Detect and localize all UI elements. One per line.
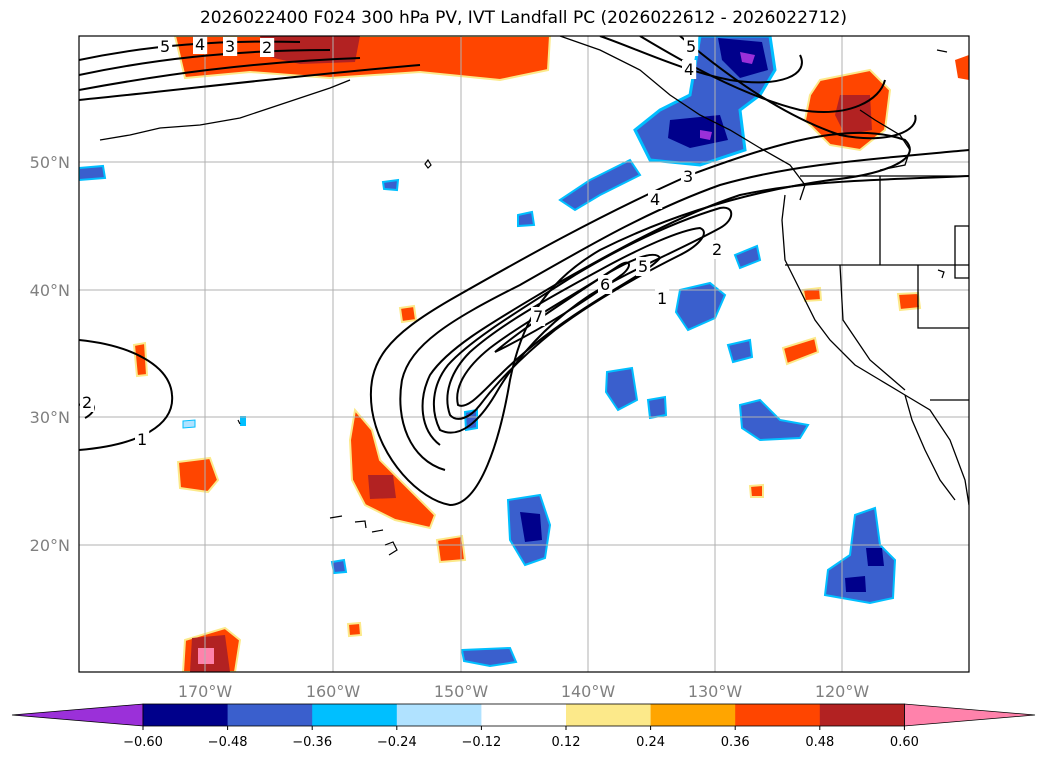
contour-label: 3 <box>225 37 235 56</box>
contour-label: 2 <box>712 240 722 259</box>
contour-label-halo <box>684 37 699 56</box>
colorbar-tick-label: −0.48 <box>208 735 248 750</box>
lat-label: 30°N <box>30 408 70 427</box>
latitude-labels: 50°N 40°N 30°N 20°N <box>30 153 70 555</box>
contour-label: 5 <box>638 257 648 276</box>
ivt-contours <box>79 36 969 507</box>
gridlines <box>79 36 969 672</box>
contour-label-halo <box>648 190 663 209</box>
colorbar-tick-label: −0.12 <box>461 735 501 750</box>
lon-label: 130°W <box>688 682 743 701</box>
contour-label: 7 <box>533 307 543 326</box>
colorbar-tick-label: −0.36 <box>292 735 332 750</box>
contour-label-halo <box>260 38 275 57</box>
colorbar-tick-label: −0.60 <box>123 735 163 750</box>
contour-label: 5 <box>686 37 696 56</box>
colorbar-tick-label: 0.24 <box>636 735 665 750</box>
colorbar-extend-low <box>11 703 144 727</box>
plot-frame <box>78 35 970 673</box>
colorbar-segment <box>735 704 821 726</box>
contour-label-halo <box>655 289 670 308</box>
colorbar-segment <box>481 704 567 726</box>
colorbar-segment <box>143 704 229 726</box>
lat-label: 50°N <box>30 153 70 172</box>
colorbar-segment <box>312 704 398 726</box>
contour-label-halo <box>531 307 546 326</box>
map-title: 2026022400 F024 300 hPa PV, IVT Landfall… <box>199 8 847 28</box>
colorbar-segment <box>396 704 482 726</box>
colorbar-tick-label: 0.60 <box>890 735 919 750</box>
contour-label-halo <box>80 393 95 412</box>
contour-label-halo <box>681 167 696 186</box>
contour-label-halo <box>710 240 725 259</box>
lon-label: 120°W <box>815 682 870 701</box>
contour-label: 4 <box>650 190 660 209</box>
contour-label: 2 <box>262 38 272 57</box>
contour-label: 4 <box>684 60 694 79</box>
longitude-labels: 170°W 160°W 150°W 140°W 130°W 120°W <box>178 682 870 701</box>
contour-label-halo <box>598 275 613 294</box>
colorbar-tick-label: 0.36 <box>721 735 750 750</box>
lon-label: 150°W <box>434 682 489 701</box>
lon-label: 170°W <box>178 682 233 701</box>
colorbar-segment <box>819 704 905 726</box>
contour-label-halo <box>193 35 208 54</box>
contour-label: 2 <box>82 393 92 412</box>
contour-label-halo <box>682 60 697 79</box>
lat-label: 20°N <box>30 536 70 555</box>
contour-label-halo <box>223 37 238 56</box>
colorbar-tick-label: 0.12 <box>552 735 581 750</box>
contour-label: 6 <box>600 275 610 294</box>
contour-label-halo <box>135 430 150 449</box>
contour-label: 4 <box>195 35 205 54</box>
colorbar-segment <box>566 704 652 726</box>
contour-labels: 7 6 5 4 3 2 1 1 2 5 4 3 2 5 4 <box>80 35 725 449</box>
islands <box>237 49 948 556</box>
colorbar-tick-label: 0.48 <box>805 735 834 750</box>
contour-label: 1 <box>137 430 147 449</box>
lon-label: 160°W <box>306 682 361 701</box>
lon-label: 140°W <box>561 682 616 701</box>
lat-label: 40°N <box>30 281 70 300</box>
colorbar-segment <box>650 704 736 726</box>
contour-label: 5 <box>160 37 170 56</box>
colorbar: −0.60 −0.48 −0.36 −0.24 −0.12 0.12 0.24 0.36 0.4… <box>11 703 1036 750</box>
contour-label: 1 <box>657 289 667 308</box>
coastlines <box>99 36 969 506</box>
colorbar-frame <box>142 703 905 727</box>
contour-label-halo <box>158 37 173 56</box>
colorbar-extend-high <box>904 703 1036 727</box>
colorbar-tick-label: −0.24 <box>377 735 417 750</box>
contour-label-halo <box>636 257 651 276</box>
contour-label: 3 <box>683 167 693 186</box>
colorbar-segment <box>227 704 313 726</box>
